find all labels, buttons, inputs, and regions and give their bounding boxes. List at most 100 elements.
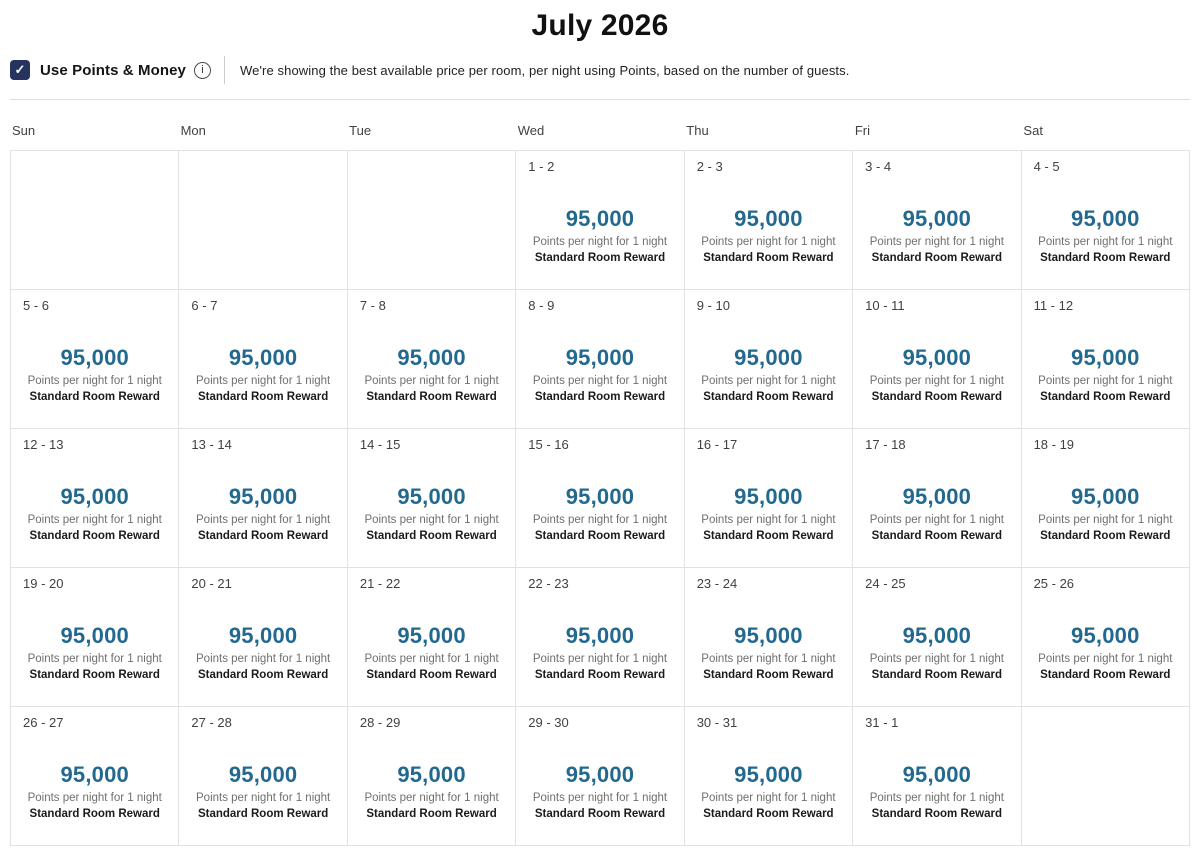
- calendar-cell-8-9[interactable]: 8 - 9 95,000 Points per night for 1 night S…: [516, 290, 685, 429]
- cell-date-range: 11 - 12: [1033, 298, 1074, 313]
- cell-room-label: Standard Room Reward: [871, 252, 1003, 264]
- calendar-cell-1-2[interactable]: 1 - 2 95,000 Points per night for 1 night S…: [516, 151, 685, 290]
- cell-bottom-spacer: [1034, 265, 1177, 289]
- cell-bottom-spacer: [865, 265, 1008, 289]
- calendar-cell-3-4[interactable]: 3 - 4 95,000 Points per night for 1 night S…: [853, 151, 1022, 290]
- cell-points-value: 95,000: [565, 484, 635, 509]
- cell-date-range: 5 - 6: [23, 298, 50, 313]
- cell-points-value: 95,000: [734, 345, 803, 370]
- calendar-cell-23-24[interactable]: 23 - 24 95,000 Points per night for 1 nigh…: [684, 568, 854, 707]
- cell-points-value: 95,000: [1071, 345, 1140, 370]
- cell-date-range: 8 - 9: [528, 298, 555, 313]
- cell-points-value: 95,000: [565, 762, 635, 787]
- cell-date-range: 7 - 8: [359, 298, 386, 313]
- cell-date-range: 13 - 14: [191, 437, 232, 452]
- cell-bottom-spacer: [697, 404, 840, 428]
- cell-spacer: [360, 591, 503, 623]
- calendar-cell-2-3[interactable]: 2 - 3 95,000 Points per night for 1 night S…: [684, 151, 854, 290]
- calendar-cell-24-25[interactable]: 24 - 25 95,000 Points per night for 1 nigh…: [853, 568, 1022, 707]
- cell-spacer: [865, 452, 1008, 484]
- calendar-cell-empty: [347, 151, 517, 290]
- cell-room-label: Standard Room Reward: [703, 391, 834, 403]
- cell-bottom-spacer: [697, 682, 840, 706]
- calendar-cell-18-19[interactable]: 18 - 19 95,000 Points per night for 1 nigh…: [1021, 429, 1190, 568]
- use-points-money-toggle[interactable]: ✓ Use Points & Money i: [10, 60, 211, 80]
- day-header-sun: Sun: [12, 123, 36, 138]
- cell-bottom-spacer: [528, 265, 671, 289]
- calendar-cell-17-18[interactable]: 17 - 18 95,000 Points per night for 1 nigh…: [853, 429, 1022, 568]
- weekday-header-row: Sun Mon Tue Wed Thu Fri Sat: [10, 100, 1190, 150]
- calendar-cell-6-7[interactable]: 6 - 7 95,000 Points per night for 1 night S…: [179, 290, 348, 429]
- cell-points-value: 95,000: [902, 762, 972, 787]
- calendar-cell-19-20[interactable]: 19 - 20 95,000 Points per night for 1 nigh…: [11, 568, 180, 707]
- cell-spacer: [191, 452, 334, 484]
- cell-room-label: Standard Room Reward: [871, 808, 1003, 820]
- cell-points-caption: Points per night for 1 night: [869, 514, 1004, 526]
- cell-points-value: 95,000: [734, 206, 803, 231]
- cell-room-label: Standard Room Reward: [703, 808, 834, 820]
- cell-spacer: [1034, 313, 1177, 345]
- cell-spacer: [23, 313, 166, 345]
- cell-room-label: Standard Room Reward: [29, 391, 160, 403]
- cell-room-label: Standard Room Reward: [871, 669, 1003, 681]
- calendar-cell-25-26[interactable]: 25 - 26 95,000 Points per night for 1 nigh…: [1021, 568, 1190, 707]
- cell-bottom-spacer: [191, 682, 334, 706]
- calendar-cell-21-22[interactable]: 21 - 22 95,000 Points per night for 1 nigh…: [347, 568, 517, 707]
- cell-points-caption: Points per night for 1 night: [532, 653, 668, 665]
- cell-room-label: Standard Room Reward: [534, 808, 666, 820]
- calendar-cell-empty: [1021, 707, 1190, 846]
- cell-bottom-spacer: [865, 404, 1008, 428]
- calendar-cell-4-5[interactable]: 4 - 5 95,000 Points per night for 1 night S…: [1021, 151, 1190, 290]
- checkbox-checked-icon[interactable]: ✓: [10, 60, 30, 80]
- cell-bottom-spacer: [23, 821, 166, 845]
- calendar-cell-14-15[interactable]: 14 - 15 95,000 Points per night for 1 nigh…: [347, 429, 517, 568]
- calendar-cell-22-23[interactable]: 22 - 23 95,000 Points per night for 1 nigh…: [516, 568, 685, 707]
- calendar-cell-16-17[interactable]: 16 - 17 95,000 Points per night for 1 nigh…: [684, 429, 854, 568]
- cell-date-range: 25 - 26: [1033, 576, 1075, 591]
- cell-room-label: Standard Room Reward: [703, 530, 834, 542]
- cell-points-caption: Points per night for 1 night: [1038, 375, 1173, 387]
- calendar-cell-20-21[interactable]: 20 - 21 95,000 Points per night for 1 nigh…: [179, 568, 348, 707]
- cell-spacer: [528, 174, 671, 206]
- cell-points-caption: Points per night for 1 night: [364, 653, 499, 665]
- cell-points-caption: Points per night for 1 night: [364, 375, 499, 387]
- calendar-cell-7-8[interactable]: 7 - 8 95,000 Points per night for 1 night S…: [347, 290, 517, 429]
- cell-bottom-spacer: [528, 404, 671, 428]
- cell-room-label: Standard Room Reward: [197, 391, 329, 403]
- calendar-cell-13-14[interactable]: 13 - 14 95,000 Points per night for 1 nigh…: [179, 429, 348, 568]
- cell-date-range: 30 - 31: [696, 715, 738, 730]
- cell-points-caption: Points per night for 1 night: [1038, 236, 1173, 248]
- day-header-sat: Sat: [1023, 123, 1043, 138]
- calendar-cell-30-31[interactable]: 30 - 31 95,000 Points per night for 1 nigh…: [684, 707, 854, 846]
- cell-points-caption: Points per night for 1 night: [196, 653, 331, 665]
- cell-points-value: 95,000: [397, 345, 466, 370]
- cell-points-caption: Points per night for 1 night: [196, 792, 331, 804]
- calendar-cell-12-13[interactable]: 12 - 13 95,000 Points per night for 1 nigh…: [11, 429, 180, 568]
- calendar-cell-26-27[interactable]: 26 - 27 95,000 Points per night for 1 nigh…: [11, 707, 180, 846]
- cell-date-range: 15 - 16: [528, 437, 569, 452]
- cell-spacer: [865, 313, 1008, 345]
- cell-spacer: [697, 452, 840, 484]
- calendar-cell-5-6[interactable]: 5 - 6 95,000 Points per night for 1 night S…: [11, 290, 180, 429]
- calendar-cell-27-28[interactable]: 27 - 28 95,000 Points per night for 1 nigh…: [179, 707, 348, 846]
- cell-room-label: Standard Room Reward: [29, 669, 160, 681]
- calendar-cell-9-10[interactable]: 9 - 10 95,000 Points per night for 1 night…: [684, 290, 854, 429]
- cell-room-label: Standard Room Reward: [1040, 669, 1171, 681]
- calendar-cell-29-30[interactable]: 29 - 30 95,000 Points per night for 1 nigh…: [516, 707, 685, 846]
- cell-date-range: 23 - 24: [696, 576, 738, 591]
- cell-spacer: [360, 313, 503, 345]
- cell-spacer: [528, 591, 671, 623]
- cell-room-label: Standard Room Reward: [1040, 391, 1171, 403]
- filter-divider: [224, 56, 225, 84]
- info-icon[interactable]: i: [194, 61, 211, 79]
- calendar-cell-11-12[interactable]: 11 - 12 95,000 Points per night for 1 nigh…: [1021, 290, 1190, 429]
- calendar-cell-28-29[interactable]: 28 - 29 95,000 Points per night for 1 nigh…: [347, 707, 517, 846]
- cell-points-caption: Points per night for 1 night: [869, 375, 1004, 387]
- calendar-cell-15-16[interactable]: 15 - 16 95,000 Points per night for 1 nigh…: [516, 429, 685, 568]
- cell-date-range: 31 - 1: [865, 715, 899, 730]
- cell-date-range: 22 - 23: [528, 576, 569, 591]
- cell-bottom-spacer: [1034, 404, 1177, 428]
- cell-spacer: [865, 730, 1008, 762]
- calendar-cell-10-11[interactable]: 10 - 11 95,000 Points per night for 1 nigh…: [853, 290, 1022, 429]
- calendar-cell-31-1[interactable]: 31 - 1 95,000 Points per night for 1 night…: [853, 707, 1022, 846]
